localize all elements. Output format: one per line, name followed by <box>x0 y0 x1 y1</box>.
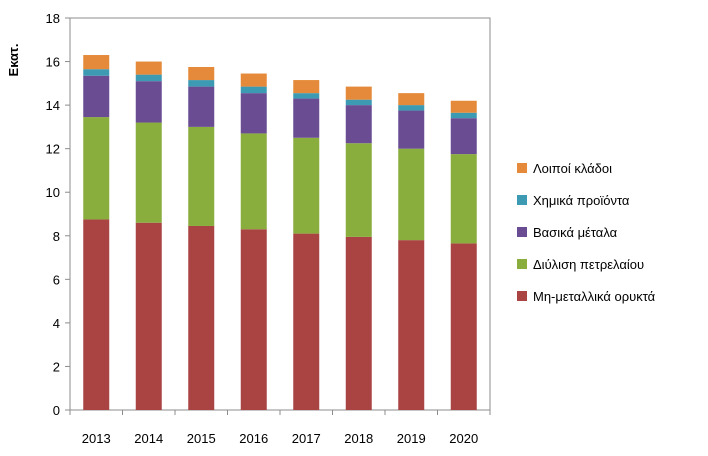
bar-segment <box>293 93 320 99</box>
legend-swatch <box>517 195 527 205</box>
legend-swatch <box>517 291 527 301</box>
x-tick-label: 2016 <box>239 431 268 446</box>
x-tick-label: 2014 <box>134 431 163 446</box>
x-tick-label: 2013 <box>82 431 111 446</box>
bar-segment <box>188 80 215 87</box>
legend-swatch <box>517 259 527 269</box>
y-tick-label: 4 <box>53 316 60 331</box>
legend: Λοιποί κλάδοι Χημικά προϊόντα Βασικά μέταλ… <box>517 161 656 304</box>
x-tick-label: 2015 <box>187 431 216 446</box>
bar-segment <box>240 229 267 410</box>
y-tick-label: 12 <box>46 142 60 157</box>
bar-segment <box>135 74 162 82</box>
y-tick-label: 18 <box>46 11 60 26</box>
legend-label: Χημικά προϊόντα <box>533 193 630 208</box>
bar-segment <box>240 133 267 230</box>
y-tick-label: 0 <box>53 403 60 418</box>
bars-group <box>83 55 477 410</box>
bar-segment <box>450 154 477 244</box>
y-axis-label: Εκατ. <box>6 44 21 77</box>
bar-segment <box>135 122 162 223</box>
x-tick-label: 2019 <box>397 431 426 446</box>
bar-segment <box>293 137 320 234</box>
bar-segment <box>293 98 320 138</box>
bar-segment <box>83 75 110 118</box>
y-tick-label: 10 <box>46 185 60 200</box>
bar-segment <box>293 80 320 94</box>
bar-segment <box>83 55 110 70</box>
bar-segment <box>188 86 215 127</box>
bar-segment <box>398 93 425 106</box>
bar-segment <box>450 112 477 119</box>
bar-segment <box>450 100 477 113</box>
legend-swatch <box>517 227 527 237</box>
legend-label: Μη-μεταλλικά ορυκτά <box>533 289 656 304</box>
bar-segment <box>135 222 162 410</box>
bar-segment <box>398 148 425 241</box>
y-tick-label: 6 <box>53 272 60 287</box>
bar-segment <box>240 86 267 94</box>
y-tick-label: 14 <box>46 98 60 113</box>
bar-segment <box>135 61 162 75</box>
bar-segment <box>293 233 320 410</box>
legend-label: Διύλιση πετρελαίου <box>533 257 644 272</box>
bar-segment <box>345 236 372 410</box>
x-tick-label: 2020 <box>449 431 478 446</box>
bar-segment <box>345 143 372 237</box>
bar-segment <box>450 243 477 410</box>
y-tick-label: 8 <box>53 229 60 244</box>
bar-segment <box>83 69 110 76</box>
bar-segment <box>345 86 372 100</box>
x-tick-label: 2018 <box>344 431 373 446</box>
x-tick-label: 2017 <box>292 431 321 446</box>
bar-segment <box>398 240 425 410</box>
legend-label: Λοιποί κλάδοι <box>533 161 612 176</box>
bar-segment <box>240 73 267 87</box>
legend-swatch <box>517 163 527 173</box>
bar-segment <box>345 99 372 106</box>
bar-segment <box>135 81 162 123</box>
bar-segment <box>398 105 425 111</box>
legend-label: Βασικά μέταλα <box>533 225 618 240</box>
axes-group: 0 2 4 6 8 10 12 14 16 18 2013 2014 2015 2016 2017 2018 2… <box>46 11 491 446</box>
bar-segment <box>450 118 477 155</box>
bar-segment <box>188 67 215 81</box>
bar-segment <box>83 117 110 220</box>
bar-segment <box>188 225 215 410</box>
bar-segment <box>83 219 110 410</box>
y-tick-label: 16 <box>46 55 60 70</box>
bar-segment <box>240 93 267 134</box>
bar-segment <box>345 105 372 144</box>
bar-segment <box>188 126 215 226</box>
bar-segment <box>398 110 425 149</box>
y-tick-label: 2 <box>53 359 60 374</box>
